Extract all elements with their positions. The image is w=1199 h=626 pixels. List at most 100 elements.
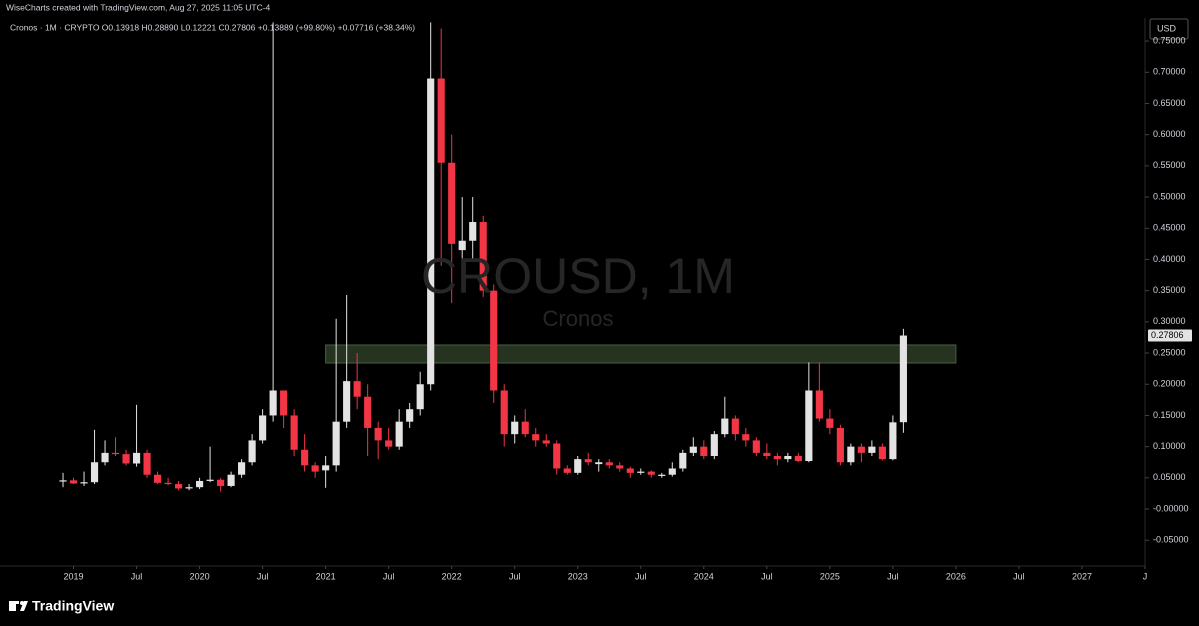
candle-body (847, 446, 855, 463)
candle-body (175, 484, 183, 489)
x-tick-label: Jul (383, 571, 395, 581)
candle-body (742, 434, 750, 441)
candle-body (500, 390, 508, 435)
y-tick-label: 0.15000 (1153, 410, 1186, 420)
candle-body (311, 465, 319, 472)
candle-body (752, 440, 760, 453)
x-tick-label: Jul (761, 571, 773, 581)
candle-body (458, 240, 466, 251)
candle-body (563, 468, 571, 473)
currency-box[interactable] (1149, 18, 1189, 40)
candle-body (815, 390, 823, 419)
candle-body (584, 459, 592, 463)
candle-body (899, 335, 907, 423)
candle-body (689, 446, 697, 453)
candle-body (259, 415, 267, 441)
candle-body (101, 452, 109, 463)
candle-body (437, 78, 445, 163)
x-tick-label: Jul (257, 571, 269, 581)
plot-area (59, 22, 957, 492)
y-tick-label: 0.10000 (1153, 441, 1186, 451)
candle-body (626, 468, 634, 473)
candle-body (889, 422, 897, 460)
y-tick-label: 0.05000 (1153, 472, 1186, 482)
candle-body (574, 459, 582, 473)
candle-body (238, 462, 246, 475)
candle-body (521, 421, 529, 435)
candle-body (80, 482, 88, 484)
last-price-label: 0.27806 (1151, 330, 1184, 340)
candle-body (826, 418, 834, 428)
x-tick-label: 2025 (820, 571, 840, 581)
candle-body (805, 390, 813, 461)
y-tick-label: 0.40000 (1153, 254, 1186, 264)
candle-body (427, 78, 435, 385)
candle-body (836, 427, 844, 463)
y-tick-label: 0.20000 (1153, 379, 1186, 389)
candle-body (69, 480, 78, 484)
y-tick-label: 0.25000 (1153, 347, 1186, 357)
candle-body (542, 440, 550, 444)
candle-body (784, 456, 792, 460)
y-tick-label: 0.60000 (1153, 129, 1186, 139)
candle-body (878, 446, 886, 460)
candle-body (605, 462, 613, 466)
x-tick-label: 2019 (64, 571, 84, 581)
y-tick-label: 0.35000 (1153, 285, 1186, 295)
candle-body (553, 443, 561, 469)
x-tick-label: Jul (131, 571, 143, 581)
y-tick-label: 0.50000 (1153, 191, 1186, 201)
y-tick-label: 0.45000 (1153, 223, 1186, 233)
candle-body (616, 465, 624, 469)
legend-text: Cronos · 1M · CRYPTO O0.13918 H0.28890 L… (10, 22, 415, 32)
candle-body (153, 474, 162, 483)
candle-body (269, 390, 277, 416)
candle-body (857, 446, 865, 453)
watermark: CROUSD, 1M (421, 248, 735, 304)
candle-body (185, 487, 193, 489)
candle-body (731, 418, 739, 435)
currency: USD (1157, 23, 1177, 33)
candle-body (343, 381, 351, 422)
candle-body (794, 456, 802, 461)
attribution: WiseCharts created with TradingView.com,… (6, 2, 271, 12)
x-tick-label: 2023 (568, 571, 588, 581)
candle-body (406, 409, 414, 422)
y-tick-label: 0.75000 (1153, 35, 1186, 45)
watermark-subtitle: Cronos (543, 306, 614, 331)
zone (325, 344, 957, 364)
candle-body (700, 446, 708, 457)
x-tick-label: 2027 (1072, 571, 1092, 581)
y-tick-label: 0.65000 (1153, 98, 1186, 108)
candle-body (90, 462, 99, 483)
candle-body (416, 384, 424, 410)
candle-body (143, 452, 151, 475)
candle-body (511, 421, 519, 435)
candle-body (385, 440, 393, 447)
candle-body (773, 456, 781, 460)
x-tick-label: 2026 (946, 571, 966, 581)
candle-body (647, 471, 655, 475)
brand: TradingView (32, 598, 114, 614)
candle-body (217, 479, 225, 486)
candle-body (374, 427, 382, 441)
candle-body (164, 482, 172, 485)
candle-body (290, 415, 298, 450)
candle-body (595, 462, 603, 465)
candle-body (280, 390, 288, 416)
candle-body (710, 434, 718, 457)
candle-body (490, 290, 498, 391)
candle-body (132, 452, 141, 464)
candle-body (658, 474, 666, 476)
y-tick-label: 0.30000 (1153, 316, 1186, 326)
last-price-box (1148, 329, 1192, 342)
x-tick-label: Jul (1013, 571, 1025, 581)
y-tick-label: 0.70000 (1153, 67, 1186, 77)
candle-body (679, 452, 687, 469)
candle-body (469, 222, 477, 241)
tradingview-logo (9, 601, 28, 611)
candle-body (332, 421, 340, 466)
y-tick-label: 0.55000 (1153, 160, 1186, 170)
